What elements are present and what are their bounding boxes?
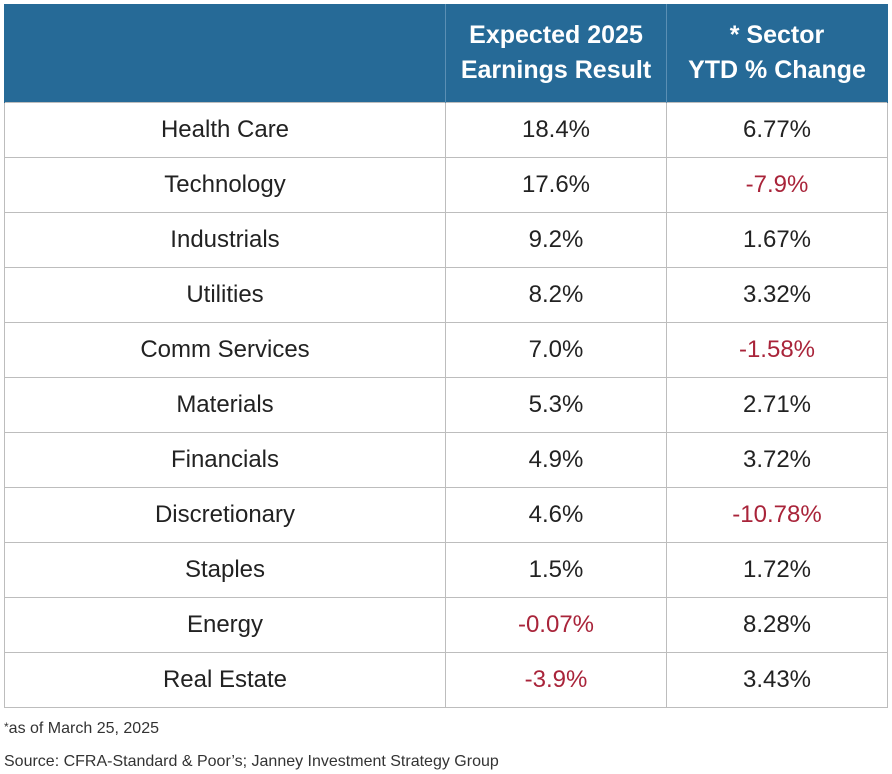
sector-name-cell: Financials (4, 432, 446, 488)
table-body: Health Care 18.4% 6.77% Technology 17.6% -7.9… (4, 102, 888, 708)
header-expected-earnings-line2: Earnings Result (460, 56, 652, 84)
table-row: Comm Services 7.0% -1.58% (4, 322, 888, 378)
sector-ytd-change-cell: 6.77% (666, 102, 888, 158)
asof-footnote: *as of March 25, 2025 (4, 720, 159, 738)
sector-name-cell: Health Care (4, 102, 446, 158)
expected-earnings-cell: 1.5% (445, 542, 667, 598)
sector-ytd-change-cell: 3.32% (666, 267, 888, 323)
asof-footnote-text: as of March 25, 2025 (8, 720, 159, 737)
sector-earnings-table-container: Expected 2025 Earnings Result * Sector Y… (4, 4, 888, 708)
source-footnote: Source: CFRA-Standard & Poor’s; Janney I… (4, 753, 499, 770)
sector-name-cell: Utilities (4, 267, 446, 323)
asof-footnote-star: * (4, 720, 9, 734)
sector-name-cell: Energy (4, 597, 446, 653)
sector-name-cell: Real Estate (4, 652, 446, 708)
header-sector (4, 4, 446, 103)
expected-earnings-cell: 18.4% (445, 102, 667, 158)
sector-name-cell: Materials (4, 377, 446, 433)
sector-earnings-table: Expected 2025 Earnings Result * Sector Y… (4, 4, 888, 708)
header-sector-ytd-line1: * Sector (729, 21, 825, 49)
expected-earnings-cell: 5.3% (445, 377, 667, 433)
sector-ytd-change-cell: 2.71% (666, 377, 888, 433)
table-row: Industrials 9.2% 1.67% (4, 212, 888, 268)
header-expected-earnings-line1: Expected 2025 (469, 21, 643, 49)
expected-earnings-cell: 4.9% (445, 432, 667, 488)
expected-earnings-cell: 7.0% (445, 322, 667, 378)
table-row: Technology 17.6% -7.9% (4, 157, 888, 213)
table-row: Real Estate -3.9% 3.43% (4, 652, 888, 708)
sector-ytd-change-cell: 3.43% (666, 652, 888, 708)
sector-ytd-change-cell: 3.72% (666, 432, 888, 488)
sector-name-cell: Staples (4, 542, 446, 598)
header-sector-ytd-line2: YTD % Change (688, 56, 866, 84)
table-row: Utilities 8.2% 3.32% (4, 267, 888, 323)
header-expected-earnings: Expected 2025 Earnings Result (445, 4, 667, 103)
expected-earnings-cell: 9.2% (445, 212, 667, 268)
table-row: Staples 1.5% 1.72% (4, 542, 888, 598)
expected-earnings-cell: -3.9% (445, 652, 667, 708)
sector-ytd-change-cell: 8.28% (666, 597, 888, 653)
table-row: Materials 5.3% 2.71% (4, 377, 888, 433)
sector-name-cell: Industrials (4, 212, 446, 268)
table-header-row: Expected 2025 Earnings Result * Sector Y… (4, 4, 888, 103)
sector-name-cell: Technology (4, 157, 446, 213)
expected-earnings-cell: 8.2% (445, 267, 667, 323)
table-row: Energy -0.07% 8.28% (4, 597, 888, 653)
sector-ytd-change-cell: 1.72% (666, 542, 888, 598)
sector-ytd-change-cell: -10.78% (666, 487, 888, 543)
table-row: Health Care 18.4% 6.77% (4, 102, 888, 158)
sector-ytd-change-cell: -1.58% (666, 322, 888, 378)
expected-earnings-cell: -0.07% (445, 597, 667, 653)
sector-name-cell: Discretionary (4, 487, 446, 543)
table-row: Financials 4.9% 3.72% (4, 432, 888, 488)
header-sector-ytd: * Sector YTD % Change (666, 4, 888, 103)
sector-ytd-change-cell: 1.67% (666, 212, 888, 268)
sector-name-cell: Comm Services (4, 322, 446, 378)
table-row: Discretionary 4.6% -10.78% (4, 487, 888, 543)
sector-ytd-change-cell: -7.9% (666, 157, 888, 213)
expected-earnings-cell: 17.6% (445, 157, 667, 213)
expected-earnings-cell: 4.6% (445, 487, 667, 543)
